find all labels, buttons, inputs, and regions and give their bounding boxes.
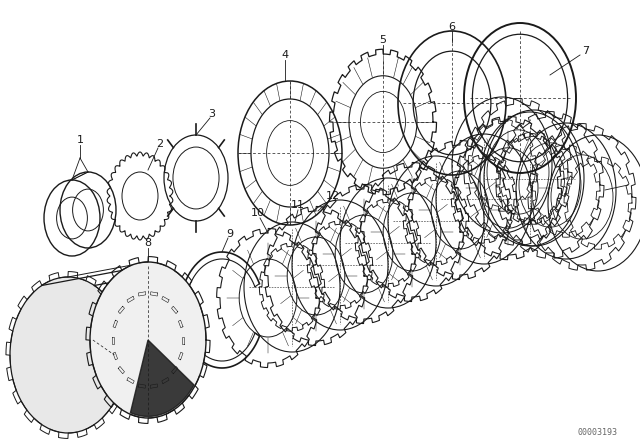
Text: 1: 1 <box>77 135 83 145</box>
Text: 9: 9 <box>227 229 234 239</box>
Text: 12: 12 <box>326 191 340 201</box>
Text: 8: 8 <box>145 238 152 248</box>
Text: 6: 6 <box>449 22 456 32</box>
Ellipse shape <box>90 262 206 418</box>
Text: 10: 10 <box>251 208 265 218</box>
Text: 5: 5 <box>380 35 387 45</box>
Text: 00003193: 00003193 <box>578 427 618 436</box>
Text: 2: 2 <box>156 139 164 149</box>
Text: 4: 4 <box>282 50 289 60</box>
Text: 3: 3 <box>209 109 216 119</box>
Text: 7: 7 <box>582 46 589 56</box>
Polygon shape <box>131 340 194 417</box>
Ellipse shape <box>10 277 126 433</box>
Text: 11: 11 <box>291 200 305 210</box>
